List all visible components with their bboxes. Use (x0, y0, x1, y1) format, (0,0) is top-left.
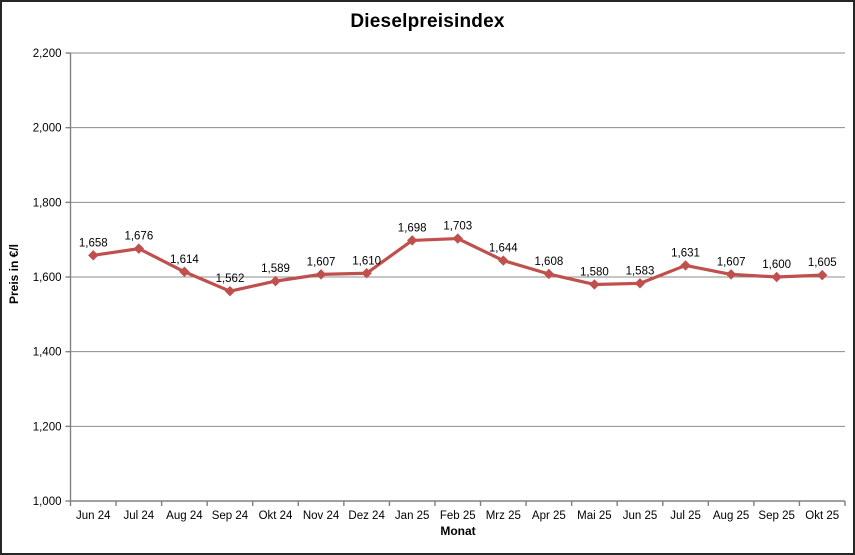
data-point-marker (817, 269, 828, 281)
data-point-label: 1,600 (762, 259, 791, 271)
data-point-label: 1,607 (307, 256, 336, 268)
x-axis-category-label: Feb 25 (440, 510, 476, 522)
data-point-marker (634, 278, 646, 289)
data-point-label: 1,658 (79, 237, 108, 249)
x-axis-category-label: Mai 25 (577, 510, 612, 522)
data-point-marker (361, 268, 372, 279)
x-axis-category-label: Jul 24 (123, 510, 154, 522)
data-point-markers (88, 233, 828, 297)
data-point-label: 1,580 (580, 266, 609, 278)
data-point-marker (680, 260, 691, 271)
data-point-marker (452, 233, 463, 244)
x-axis-category-label: Sep 25 (758, 510, 794, 522)
data-point-label: 1,608 (534, 256, 563, 268)
x-axis-title: Monat (440, 524, 476, 538)
data-point-marker (543, 268, 555, 280)
data-point-label: 1,703 (443, 221, 472, 233)
data-point-marker (133, 243, 145, 254)
x-axis-category-label: Apr 25 (532, 510, 566, 522)
x-axis-category-label: Jun 25 (623, 510, 658, 522)
y-axis-ticks: 1,000 1,200 1,400 1,600 1,800 2,000 2,200 (33, 48, 71, 508)
data-point-marker (406, 235, 418, 246)
x-axis-category-label: Okt 24 (259, 510, 293, 522)
x-axis-category-label: Nov 24 (303, 510, 340, 522)
data-point-label: 1,631 (671, 247, 700, 259)
series-line (91, 236, 824, 293)
x-axis-category-label: Jul 25 (670, 510, 701, 522)
y-axis-tick-label: 1,800 (33, 197, 62, 209)
x-axis-category-label: Jun 24 (76, 510, 111, 522)
data-point-label: 1,607 (717, 256, 746, 268)
data-point-label: 1,562 (216, 273, 245, 285)
data-point-label: 1,644 (489, 243, 518, 255)
x-axis-category-label: Jan 25 (395, 510, 430, 522)
data-point-labels: 1,658 1,676 1,614 1,562 1,589 1,607 1,610 1,698… (79, 221, 837, 286)
data-point-label: 1,589 (261, 263, 290, 275)
data-point-marker (315, 269, 327, 280)
data-point-label: 1,610 (352, 255, 381, 267)
series (91, 236, 824, 293)
x-axis-category-label: Mrz 25 (486, 510, 521, 522)
y-axis-tick-label: 1,600 (33, 272, 62, 284)
y-gridlines (70, 52, 845, 427)
data-point-label: 1,583 (626, 265, 655, 277)
data-point-label: 1,676 (124, 231, 153, 243)
x-axis-category-label: Aug 24 (166, 510, 203, 522)
y-axis-tick-label: 1,200 (33, 421, 62, 433)
y-axis-title: Preis in €/l (7, 243, 21, 305)
data-point-label: 1,614 (170, 254, 199, 266)
y-axis-tick-label: 2,000 (33, 123, 62, 135)
x-axis-category-label: Okt 25 (805, 510, 839, 522)
y-axis-tick-label: 1,400 (33, 347, 62, 359)
x-axis-category-label: Sep 24 (212, 510, 249, 522)
x-axis-ticks: Jun 24 Jul 24 Aug 24 Sep 24 Okt 24 Nov 24 Dez … (69, 501, 846, 522)
x-axis-category-label: Dez 24 (348, 510, 385, 522)
data-point-label: 1,698 (398, 222, 427, 234)
data-point-marker (725, 269, 737, 280)
data-point-label: 1,605 (808, 257, 837, 269)
data-point-marker (270, 275, 281, 287)
y-axis-tick-label: 2,200 (33, 48, 62, 60)
data-point-marker (589, 279, 600, 290)
data-point-marker (224, 285, 236, 297)
data-point-marker (88, 250, 99, 261)
data-point-marker (498, 255, 509, 266)
y-axis-tick-label: 1,000 (33, 496, 62, 508)
data-point-marker (179, 266, 190, 277)
x-axis-category-label: Aug 25 (713, 510, 749, 522)
chart-title: Dieselpreisindex (350, 11, 505, 32)
data-point-marker (771, 271, 782, 283)
